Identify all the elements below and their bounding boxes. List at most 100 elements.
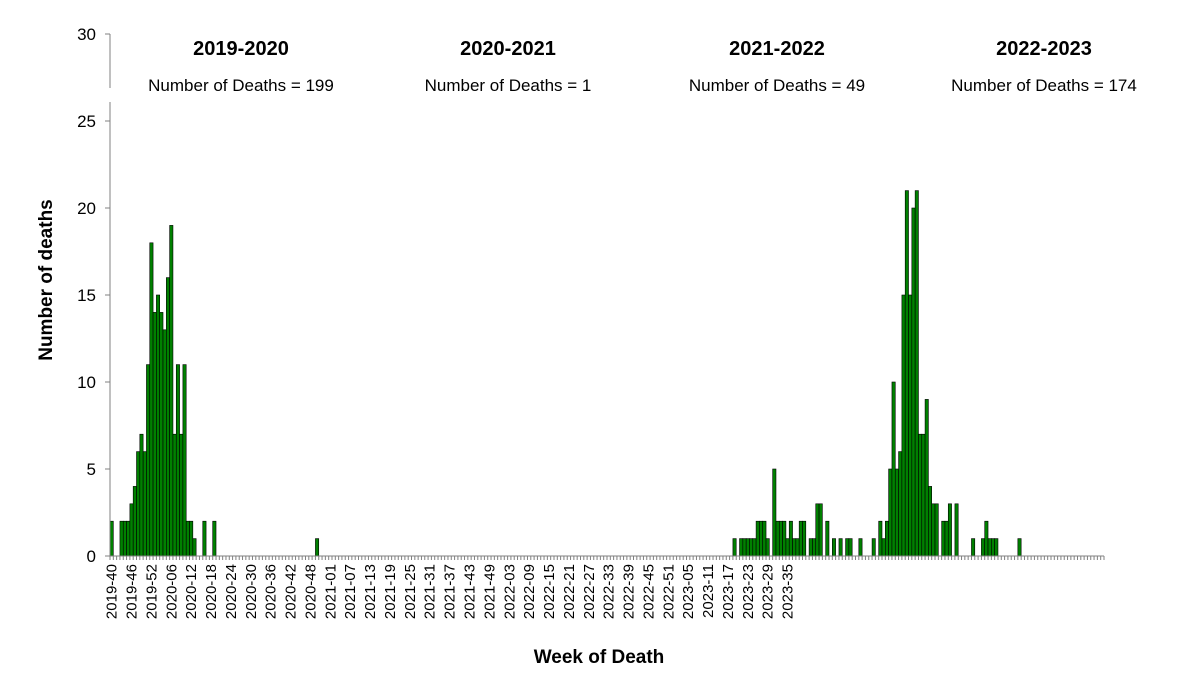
bar xyxy=(914,190,919,557)
bar xyxy=(971,538,976,557)
bar xyxy=(918,433,923,557)
bar xyxy=(944,520,949,557)
bar xyxy=(782,520,787,557)
season-headers: 2019-2020 Number of Deaths = 199 2020-2021… xyxy=(148,38,1137,95)
x-tick-label: 2023-05 xyxy=(680,564,697,619)
bar xyxy=(182,364,187,557)
bar xyxy=(921,433,926,557)
x-tick-label: 2019-52 xyxy=(143,564,160,619)
season-label: 2022-2023 xyxy=(996,38,1092,60)
x-tick-label: 2020-24 xyxy=(223,564,240,619)
bar xyxy=(169,225,174,557)
x-tick-label: 2021-43 xyxy=(462,564,479,619)
bar xyxy=(815,503,820,557)
x-axis-ticks: 2019-40 2019-46 2019-52 2020-06 2020-12 2020-… xyxy=(104,556,1105,619)
bar xyxy=(818,503,823,557)
x-tick-label: 2019-46 xyxy=(124,564,141,619)
x-tick-label: 2022-39 xyxy=(621,564,638,619)
x-tick-label: 2021-49 xyxy=(481,564,498,619)
bar xyxy=(848,538,853,557)
y-tick-label: 25 xyxy=(77,112,96,131)
bar xyxy=(981,538,986,557)
bar xyxy=(129,503,134,557)
bar xyxy=(928,486,933,557)
bar xyxy=(987,538,992,557)
y-tick-label: 0 xyxy=(87,547,96,566)
bar xyxy=(795,538,800,557)
bar xyxy=(166,277,170,557)
bar xyxy=(941,520,946,557)
bar xyxy=(808,538,813,557)
bar xyxy=(908,294,913,557)
x-tick-label: 2020-36 xyxy=(263,564,280,619)
bar xyxy=(832,538,836,557)
bar xyxy=(802,520,807,557)
x-tick-label: 2020-48 xyxy=(302,564,319,619)
x-tick-label: 2020-30 xyxy=(243,564,260,619)
y-tick-label: 10 xyxy=(77,373,96,392)
season-deaths-count: Number of Deaths = 1 xyxy=(425,76,592,95)
x-tick-label: 2019-40 xyxy=(104,564,121,619)
bar xyxy=(156,294,160,557)
bar xyxy=(739,538,744,557)
season-deaths-count: Number of Deaths = 174 xyxy=(951,76,1137,95)
bar xyxy=(159,312,164,557)
x-tick-label: 2020-12 xyxy=(183,564,200,619)
bar xyxy=(175,364,180,557)
x-tick-label: 2021-19 xyxy=(382,564,399,619)
x-tick-label: 2022-51 xyxy=(660,564,677,619)
x-tick-label: 2022-27 xyxy=(581,564,598,619)
bar xyxy=(1017,538,1022,557)
bar xyxy=(755,520,760,557)
y-tick-label: 30 xyxy=(77,25,96,44)
x-tick-label: 2021-37 xyxy=(442,564,459,619)
season-label: 2020-2021 xyxy=(460,38,556,60)
bar xyxy=(812,538,817,557)
bar xyxy=(189,520,194,557)
bar xyxy=(136,451,141,557)
bar xyxy=(858,538,863,557)
bar xyxy=(202,520,207,557)
bar xyxy=(991,538,995,557)
x-tick-label: 2021-01 xyxy=(322,564,339,619)
bar xyxy=(152,312,157,557)
bar xyxy=(122,520,127,557)
bar xyxy=(885,520,889,557)
x-tick-label: 2022-45 xyxy=(640,564,657,619)
x-tick-label: 2020-06 xyxy=(163,564,180,619)
x-tick-label: 2022-15 xyxy=(541,564,558,619)
bar xyxy=(126,520,131,557)
bar xyxy=(772,468,777,557)
bar xyxy=(179,433,184,557)
bar xyxy=(871,538,876,557)
bar xyxy=(947,503,952,557)
bar xyxy=(132,486,137,557)
bar xyxy=(881,538,886,557)
y-tick-label: 20 xyxy=(77,199,96,218)
bar xyxy=(924,399,929,557)
bar xyxy=(315,538,320,557)
bar xyxy=(994,538,999,557)
x-tick-label: 2021-13 xyxy=(362,564,379,619)
x-tick-label: 2023-23 xyxy=(740,564,757,619)
bar xyxy=(759,520,764,557)
bar xyxy=(838,538,843,557)
bar xyxy=(934,503,939,557)
bar xyxy=(785,538,790,557)
bar xyxy=(798,520,803,557)
season-label: 2021-2022 xyxy=(729,38,825,60)
season-label: 2019-2020 xyxy=(193,38,289,60)
bar xyxy=(775,520,780,557)
bar xyxy=(749,538,754,557)
x-tick-label: 2023-35 xyxy=(780,564,797,619)
x-tick-label: 2023-11 xyxy=(700,564,717,618)
bar xyxy=(888,468,893,557)
x-tick-label: 2023-17 xyxy=(720,564,737,619)
y-axis-title: Number of deaths xyxy=(36,199,57,361)
bar xyxy=(762,520,767,557)
bar xyxy=(139,433,144,557)
x-tick-label: 2021-25 xyxy=(402,564,419,619)
x-tick-label: 2022-21 xyxy=(561,564,578,619)
x-tick-label: 2021-07 xyxy=(342,564,359,619)
